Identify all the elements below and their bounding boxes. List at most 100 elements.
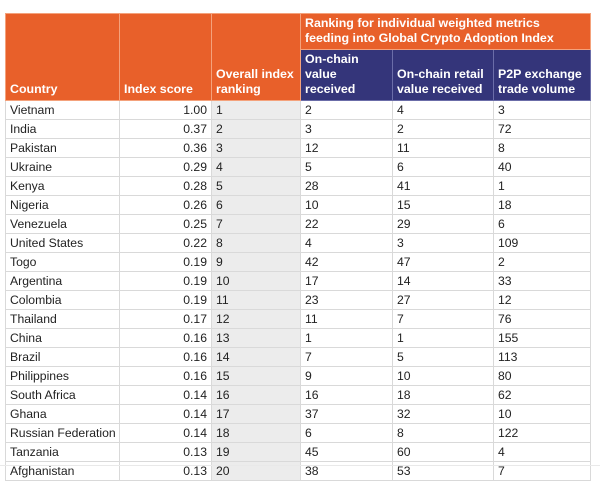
cell-onchain-retail: 27 (392, 290, 494, 310)
cell-onchain-value: 3 (300, 119, 393, 139)
cell-onchain-value: 45 (300, 442, 393, 462)
cell-onchain-value: 4 (300, 233, 393, 253)
cell-index-score: 0.16 (119, 328, 212, 348)
cell-onchain-retail: 6 (392, 157, 494, 177)
cell-onchain-retail: 5 (392, 347, 494, 367)
cell-p2p-volume: 10 (493, 404, 591, 424)
cell-onchain-retail: 60 (392, 442, 494, 462)
cell-p2p-volume: 80 (493, 366, 591, 386)
cell-p2p-volume: 76 (493, 309, 591, 329)
cell-country: Colombia (5, 290, 120, 310)
cell-onchain-value: 17 (300, 271, 393, 291)
cell-overall-ranking: 16 (211, 385, 301, 405)
table-row: Vietnam 1.00 1 2 4 3 (5, 100, 591, 120)
cell-index-score: 0.19 (119, 271, 212, 291)
cell-country: Brazil (5, 347, 120, 367)
cell-country: Argentina (5, 271, 120, 291)
cell-index-score: 0.19 (119, 290, 212, 310)
cell-onchain-retail: 47 (392, 252, 494, 272)
table-row: Brazil 0.16 14 7 5 113 (5, 347, 591, 367)
cell-onchain-value: 12 (300, 138, 393, 158)
cell-overall-ranking: 20 (211, 461, 301, 481)
cell-p2p-volume: 33 (493, 271, 591, 291)
cell-onchain-retail: 14 (392, 271, 494, 291)
cell-onchain-retail: 41 (392, 176, 494, 196)
cell-p2p-volume: 6 (493, 214, 591, 234)
crypto-adoption-table: Country Index score Overall index rankin… (5, 13, 591, 481)
cell-index-score: 0.36 (119, 138, 212, 158)
table-row: Pakistan 0.36 3 12 11 8 (5, 138, 591, 158)
cell-p2p-volume: 122 (493, 423, 591, 443)
cell-p2p-volume: 3 (493, 100, 591, 120)
cell-country: Nigeria (5, 195, 120, 215)
table-row: Ukraine 0.29 4 5 6 40 (5, 157, 591, 177)
table-row: Kenya 0.28 5 28 41 1 (5, 176, 591, 196)
cell-index-score: 0.14 (119, 423, 212, 443)
cell-onchain-retail: 29 (392, 214, 494, 234)
cell-overall-ranking: 13 (211, 328, 301, 348)
cell-country: Togo (5, 252, 120, 272)
table-row: Tanzania 0.13 19 45 60 4 (5, 442, 591, 462)
cell-onchain-value: 9 (300, 366, 393, 386)
cell-p2p-volume: 40 (493, 157, 591, 177)
cell-onchain-value: 10 (300, 195, 393, 215)
cell-overall-ranking: 3 (211, 138, 301, 158)
cell-onchain-retail: 3 (392, 233, 494, 253)
cell-p2p-volume: 113 (493, 347, 591, 367)
cell-onchain-value: 28 (300, 176, 393, 196)
cell-onchain-retail: 8 (392, 423, 494, 443)
cell-overall-ranking: 2 (211, 119, 301, 139)
cell-overall-ranking: 17 (211, 404, 301, 424)
header-overall-ranking: Overall index ranking (211, 13, 301, 101)
cell-onchain-value: 2 (300, 100, 393, 120)
cell-p2p-volume: 4 (493, 442, 591, 462)
cell-onchain-value: 38 (300, 461, 393, 481)
cell-p2p-volume: 1 (493, 176, 591, 196)
cell-p2p-volume: 7 (493, 461, 591, 481)
cell-country: Pakistan (5, 138, 120, 158)
cell-onchain-retail: 15 (392, 195, 494, 215)
cell-country: Thailand (5, 309, 120, 329)
table-row: Afghanistan 0.13 20 38 53 7 (5, 461, 591, 481)
cell-overall-ranking: 9 (211, 252, 301, 272)
cell-onchain-value: 16 (300, 385, 393, 405)
cell-country: India (5, 119, 120, 139)
cell-country: Ghana (5, 404, 120, 424)
cell-index-score: 0.22 (119, 233, 212, 253)
cell-country: Kenya (5, 176, 120, 196)
cell-onchain-retail: 10 (392, 366, 494, 386)
header-index-score: Index score (119, 13, 212, 101)
cell-onchain-retail: 11 (392, 138, 494, 158)
cell-onchain-retail: 18 (392, 385, 494, 405)
cell-country: United States (5, 233, 120, 253)
cell-p2p-volume: 8 (493, 138, 591, 158)
cell-overall-ranking: 1 (211, 100, 301, 120)
header-p2p-volume: P2P exchange trade volume (493, 49, 591, 101)
cell-index-score: 0.25 (119, 214, 212, 234)
cell-onchain-value: 5 (300, 157, 393, 177)
table-row: South Africa 0.14 16 16 18 62 (5, 385, 591, 405)
cell-overall-ranking: 11 (211, 290, 301, 310)
cell-p2p-volume: 62 (493, 385, 591, 405)
cell-onchain-value: 42 (300, 252, 393, 272)
cell-onchain-value: 7 (300, 347, 393, 367)
cell-p2p-volume: 109 (493, 233, 591, 253)
table-row: Togo 0.19 9 42 47 2 (5, 252, 591, 272)
cell-overall-ranking: 4 (211, 157, 301, 177)
cell-index-score: 0.26 (119, 195, 212, 215)
cell-onchain-value: 22 (300, 214, 393, 234)
cell-country: South Africa (5, 385, 120, 405)
cell-overall-ranking: 6 (211, 195, 301, 215)
table-row: Thailand 0.17 12 11 7 76 (5, 309, 591, 329)
table-row: Nigeria 0.26 6 10 15 18 (5, 195, 591, 215)
cell-overall-ranking: 12 (211, 309, 301, 329)
cell-index-score: 0.37 (119, 119, 212, 139)
cell-onchain-value: 37 (300, 404, 393, 424)
table-header: Country Index score Overall index rankin… (5, 13, 591, 101)
cell-onchain-value: 11 (300, 309, 393, 329)
cell-onchain-retail: 7 (392, 309, 494, 329)
cell-index-score: 0.14 (119, 385, 212, 405)
cell-overall-ranking: 7 (211, 214, 301, 234)
table-row: India 0.37 2 3 2 72 (5, 119, 591, 139)
table-row: Philippines 0.16 15 9 10 80 (5, 366, 591, 386)
